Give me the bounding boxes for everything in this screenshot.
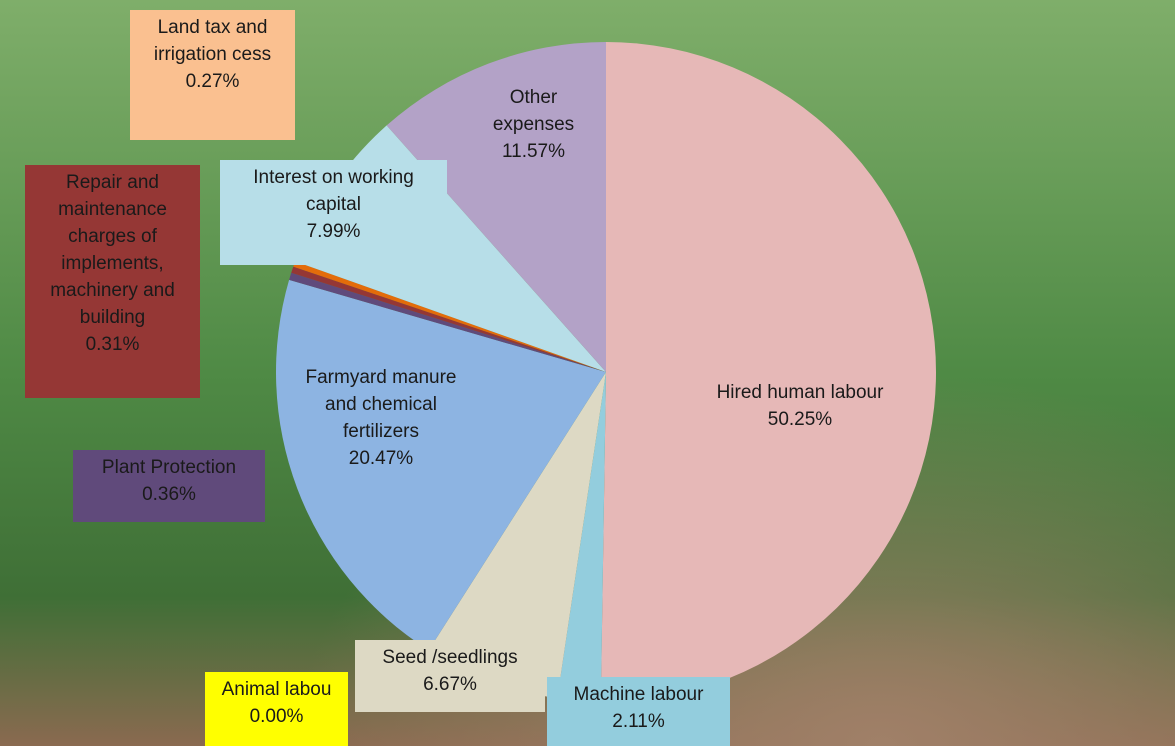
pie-slice [275, 279, 606, 651]
slice-label: Farmyard manure and chemical fertilizers… [296, 360, 466, 495]
slice-category-label: Land tax and irrigation cess [153, 17, 272, 65]
pie-slice [291, 266, 606, 372]
slice-label: Machine labour 2.11% [547, 677, 730, 746]
pie-slice [600, 42, 937, 702]
slice-value-label: 50.25% [767, 409, 833, 430]
slice-value-label: 0.31% [85, 334, 140, 355]
slice-value-label: 11.57% [501, 141, 566, 162]
slice-value-label: 0.36% [142, 484, 196, 505]
slice-label: Interest on working capital 7.99% [220, 160, 447, 265]
slice-label: Seed /seedlings 6.67% [355, 640, 545, 712]
slice-category-label: Other expenses [492, 87, 575, 135]
pie-slice [293, 261, 606, 372]
slice-category-label: Hired human labour [716, 382, 884, 403]
slice-label: Other expenses 11.57% [482, 80, 585, 185]
slice-value-label: 0.27% [185, 71, 240, 92]
pie-slice [557, 372, 606, 702]
pie-slice [289, 272, 606, 372]
slice-value-label: 0.00% [249, 706, 304, 727]
slice-category-label: Repair and maintenance charges of implem… [50, 172, 175, 328]
slice-value-label: 2.11% [612, 711, 665, 732]
slice-label: Repair and maintenance charges of implem… [25, 165, 200, 398]
slice-category-label: Farmyard manure and chemical fertilizers [305, 367, 457, 442]
slice-label: Plant Protection 0.36% [73, 450, 265, 522]
slice-category-label: Machine labour [573, 684, 704, 705]
slice-label: Animal labou 0.00% [205, 672, 348, 746]
slice-category-label: Seed /seedlings [382, 647, 518, 668]
slice-label: Land tax and irrigation cess 0.27% [130, 10, 295, 140]
slice-label: Hired human labour 50.25% [660, 375, 940, 455]
slice-value-label: 20.47% [348, 448, 414, 469]
slice-category-label: Plant Protection [101, 457, 237, 478]
slice-category-label: Animal labou [221, 679, 332, 700]
slice-value-label: 6.67% [423, 674, 477, 695]
pie-slice [428, 372, 606, 699]
slice-category-label: Interest on working capital [253, 167, 414, 215]
slice-value-label: 7.99% [306, 221, 361, 242]
